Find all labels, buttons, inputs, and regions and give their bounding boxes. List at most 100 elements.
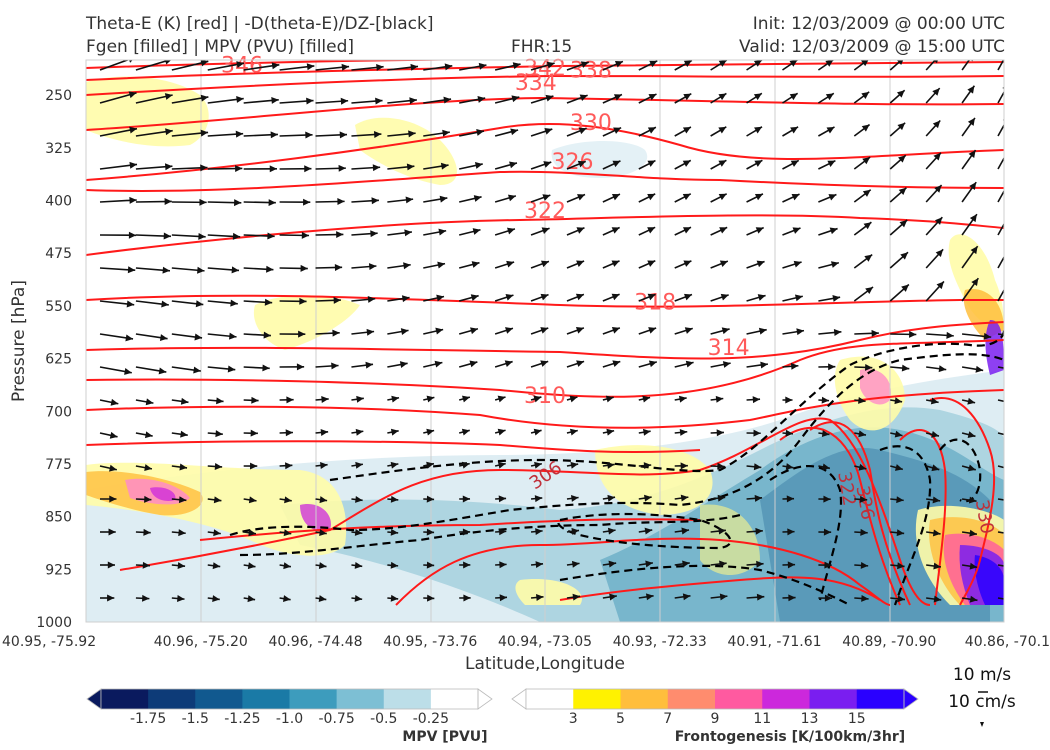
- wind-vector-head: [861, 594, 869, 602]
- wind-vector-head: [607, 494, 616, 502]
- wind-vector-head: [754, 193, 763, 201]
- wind-vector-head: [373, 131, 382, 138]
- wind-vector-head: [647, 293, 656, 301]
- wind-vector-head: [129, 196, 137, 204]
- wind-vector-head: [1005, 497, 1013, 504]
- wind-vector-head: [608, 560, 617, 568]
- wind-vector-head: [270, 131, 278, 139]
- wind-vector-head: [720, 293, 729, 301]
- wind-vector-head: [306, 63, 315, 71]
- wind-vector-shaft: [997, 156, 1004, 170]
- wind-vector-head: [108, 528, 116, 536]
- wind-vector-head: [571, 494, 579, 502]
- wind-vector-head: [401, 295, 410, 303]
- wind-vector-head: [410, 63, 419, 71]
- wind-vector-head: [318, 562, 327, 569]
- colorbar-tick-label: -0.75: [319, 711, 355, 727]
- wind-vector-head: [320, 462, 328, 469]
- wind-vector-head: [1002, 86, 1004, 89]
- wind-vector-head: [142, 594, 150, 602]
- colorbar-segment: [430, 689, 479, 709]
- chart-title-line2: Fgen [filled] | MPV (PVU) [filled]: [86, 37, 355, 57]
- wind-vector-head: [683, 60, 692, 67]
- wind-vector-head: [684, 327, 693, 334]
- wind-vector-head: [858, 430, 866, 438]
- wind-vector-head: [341, 63, 350, 71]
- wind-vector-shaft: [997, 564, 1004, 567]
- wind-vector-head: [975, 365, 984, 373]
- wind-vector-head: [426, 395, 435, 403]
- wind-vector-head: [643, 462, 652, 470]
- wind-vector-head: [497, 461, 506, 469]
- fgen-fill: [860, 369, 891, 405]
- wind-vector-head: [753, 429, 761, 437]
- wind-vector-head: [463, 561, 471, 569]
- wind-vector-head: [546, 61, 555, 69]
- colorbar-segment: [526, 689, 574, 709]
- colorbar-segment: [101, 689, 149, 709]
- colorbar-tick-label: -0.25: [413, 711, 449, 727]
- wind-vector-head: [334, 264, 343, 271]
- wind-vector-head: [716, 429, 724, 437]
- wind-vector-head: [213, 529, 221, 537]
- wind-vector-head: [786, 495, 795, 503]
- y-tick-label: 850: [45, 510, 72, 526]
- wind-vector-head: [900, 252, 909, 260]
- wind-vector-head: [871, 329, 879, 337]
- wind-vector-head: [177, 595, 185, 602]
- wind-vector-head: [426, 561, 435, 569]
- wind-vector-head: [753, 93, 762, 101]
- wind-vector-head: [375, 97, 383, 105]
- wind-vector-head: [897, 595, 905, 603]
- wind-vector-head: [372, 164, 381, 172]
- wind-vector-head: [354, 528, 363, 536]
- wind-vector-head: [178, 529, 186, 537]
- wind-vector-head: [785, 429, 793, 437]
- wind-vector-head: [1004, 179, 1011, 187]
- wind-vector-head: [647, 260, 656, 267]
- wind-vector-head: [679, 429, 688, 436]
- theta-e-330: [86, 123, 1004, 181]
- wind-vector-head: [934, 185, 942, 193]
- wind-vector-head: [158, 367, 167, 375]
- wind-vector-head: [683, 260, 692, 267]
- wind-vector-head: [164, 93, 173, 100]
- wind-vector-head: [968, 150, 976, 158]
- wind-vector-head: [611, 327, 620, 334]
- wind-vector-head: [753, 60, 762, 67]
- wind-vector-head: [682, 227, 691, 234]
- theta-e-334: [86, 96, 1004, 131]
- wind-vector-head: [755, 527, 763, 535]
- wind-vector-head: [611, 260, 620, 267]
- wind-vector-head: [144, 495, 152, 503]
- colorbar-tick-label: -1.5: [182, 711, 209, 727]
- theta-e-318: [86, 294, 1004, 308]
- wind-vector-head: [719, 560, 727, 568]
- wind-vector-head: [647, 160, 656, 167]
- wind-vector-head: [234, 199, 242, 207]
- wind-vector-head: [356, 395, 364, 403]
- wind-vector-head: [165, 128, 173, 136]
- colorbar-segment: [856, 689, 905, 709]
- wind-vector-head: [535, 528, 543, 536]
- wind-vector-head: [164, 60, 172, 65]
- colorbar-segment: [336, 689, 385, 709]
- wind-vector-head: [983, 332, 992, 340]
- wind-vector-head: [899, 220, 908, 228]
- theta-e-306: [119, 417, 931, 606]
- fgen-fill: [150, 487, 176, 501]
- wind-vector-head: [859, 495, 868, 503]
- wind-vector-head: [434, 360, 443, 368]
- wind-vector-head: [214, 463, 223, 470]
- wind-vector-head: [540, 360, 549, 367]
- colorbar-tick-label: -1.75: [130, 711, 166, 727]
- wind-vector-head: [718, 160, 727, 167]
- wind-vector-head: [109, 495, 117, 503]
- wind-vector-head: [536, 594, 544, 601]
- wind-vector-head: [399, 361, 408, 369]
- wind-vector-head: [828, 194, 837, 201]
- theta-e-326: [86, 170, 1004, 192]
- wind-vector-head: [145, 398, 154, 406]
- wind-vector-head: [823, 495, 831, 503]
